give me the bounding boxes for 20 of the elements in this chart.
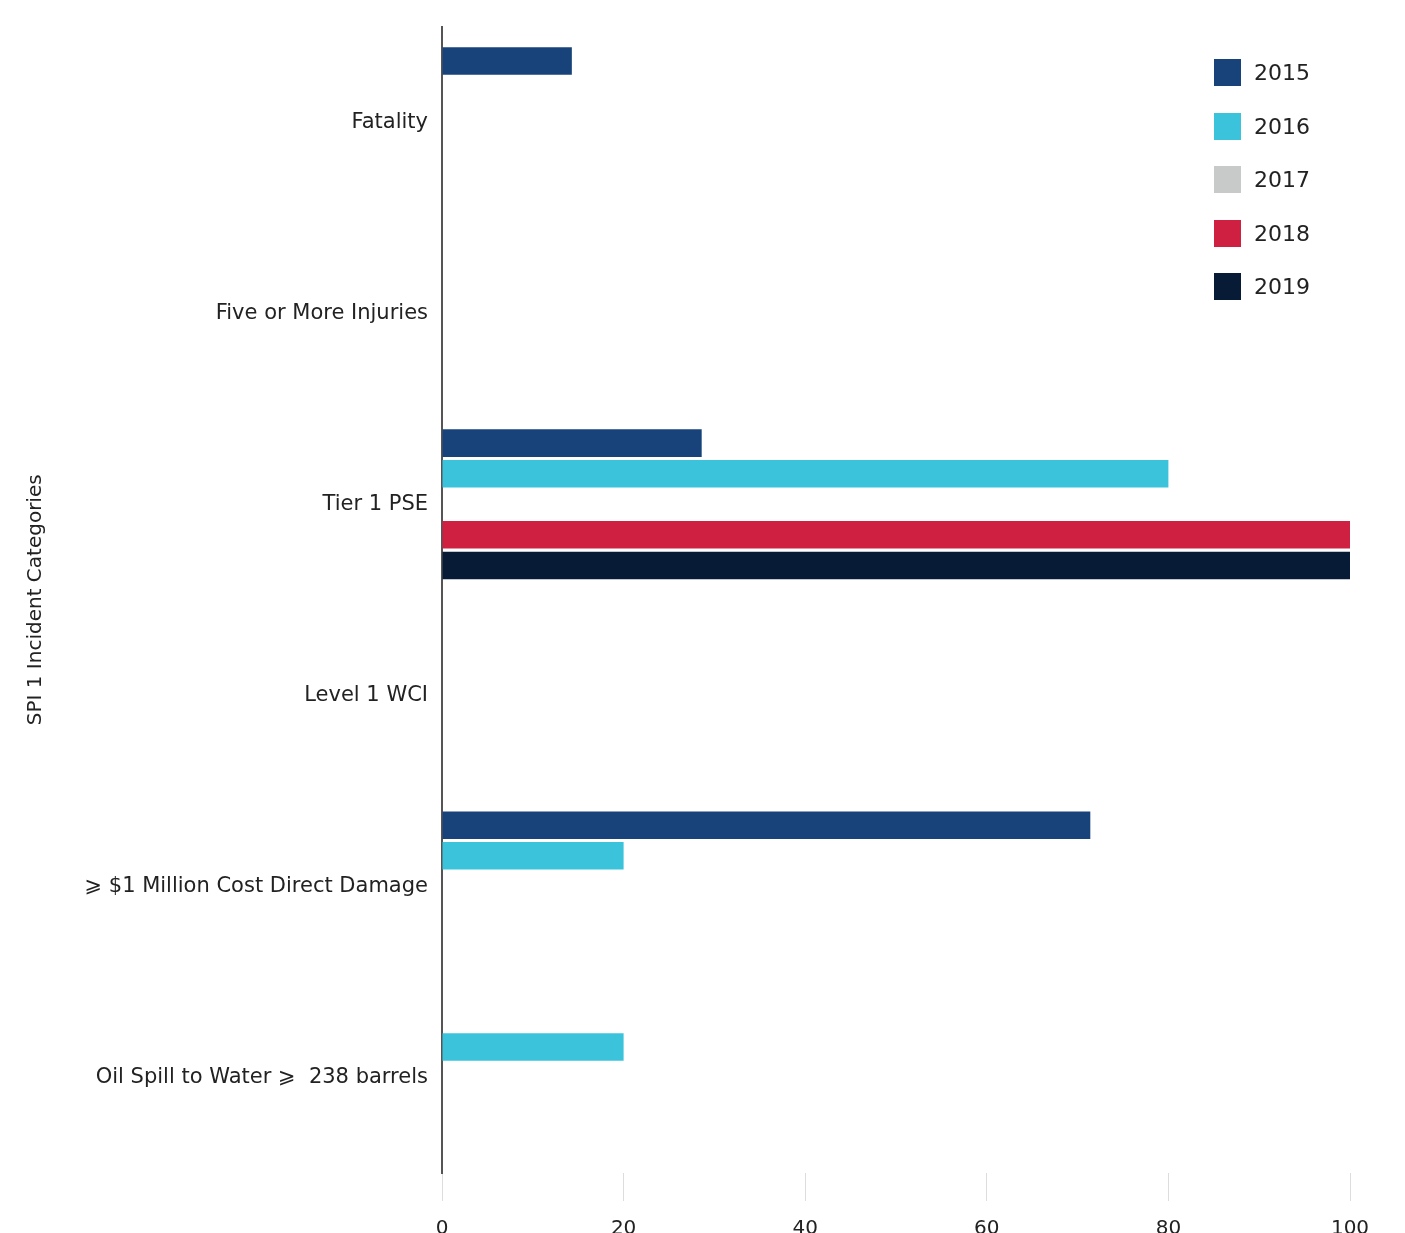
legend-label: 2019 xyxy=(1254,274,1310,300)
legend-label: 2015 xyxy=(1254,60,1310,86)
y-tick-label: Fatality xyxy=(351,108,428,133)
bar xyxy=(442,521,1350,549)
bar xyxy=(442,47,572,75)
y-tick-label: Five or More Injuries xyxy=(215,299,428,324)
bar xyxy=(442,811,1091,840)
legend-label: 2016 xyxy=(1254,113,1310,139)
y-axis-title: SPI 1 Incident Categories xyxy=(22,474,47,726)
bar xyxy=(442,429,702,457)
y-tick-label: Oil Spill to Water ⩾ 238 barrels xyxy=(95,1063,428,1088)
y-tick-label: Tier 1 PSE xyxy=(321,490,428,515)
legend-label: 2017 xyxy=(1254,167,1310,193)
bar xyxy=(442,459,1169,488)
y-tick-label: ⩾ $1 Million Cost Direct Damage xyxy=(84,872,428,897)
bar xyxy=(442,842,624,870)
bar xyxy=(442,1033,624,1061)
legend-label: 2018 xyxy=(1254,220,1310,246)
bar xyxy=(442,551,1350,580)
y-tick-label: Level 1 WCI xyxy=(304,681,428,706)
